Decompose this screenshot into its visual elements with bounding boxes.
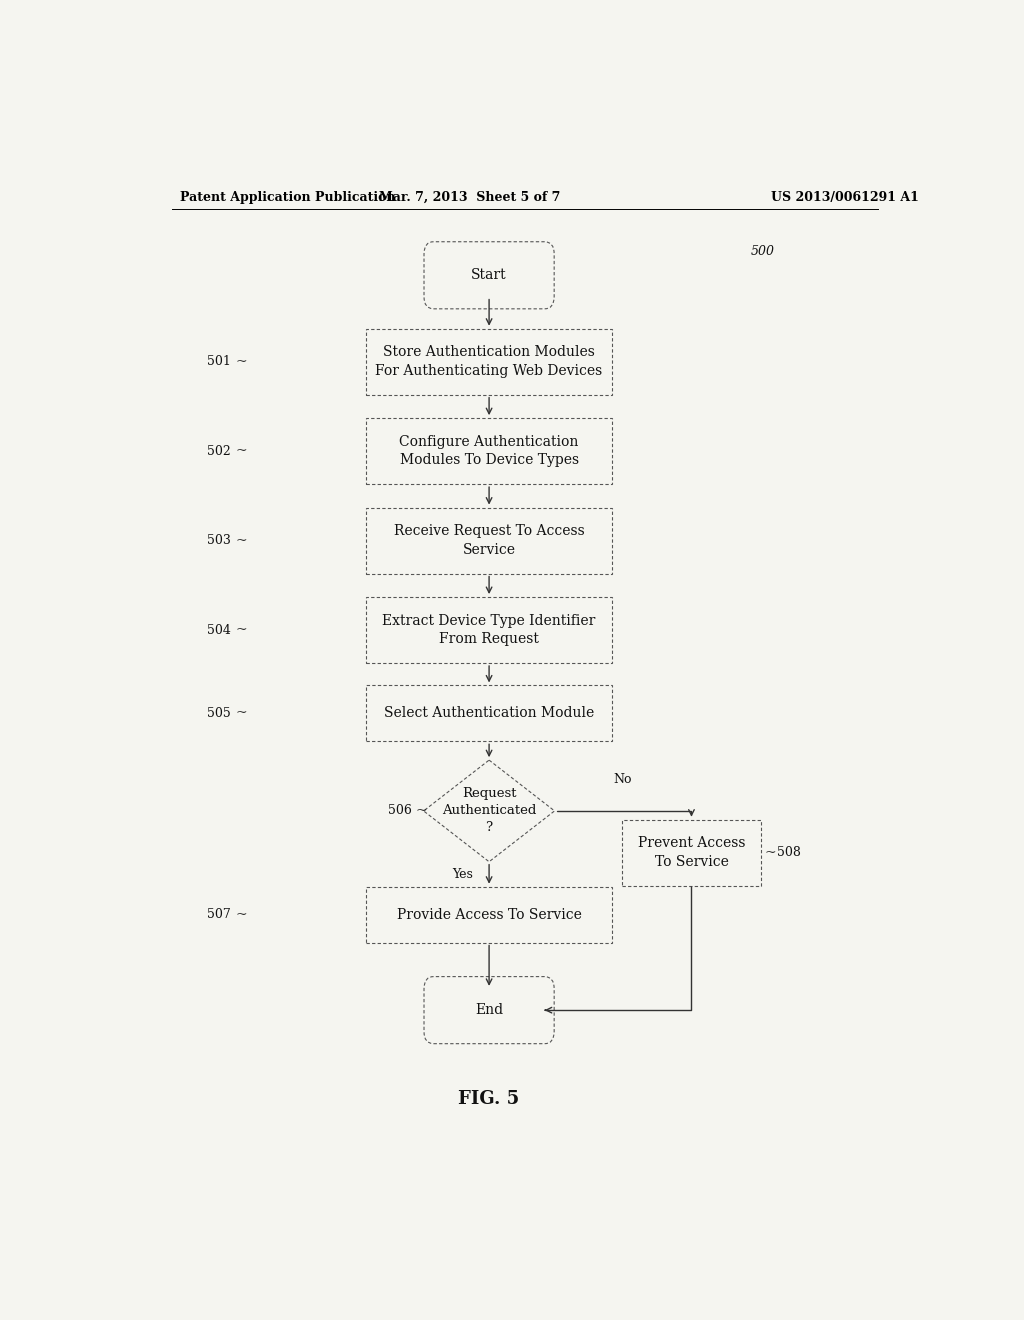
Text: Configure Authentication
Modules To Device Types: Configure Authentication Modules To Devi… (399, 434, 579, 467)
Text: Prevent Access
To Service: Prevent Access To Service (638, 837, 745, 869)
Text: Yes: Yes (453, 867, 473, 880)
Text: 502: 502 (208, 445, 231, 458)
Text: 503: 503 (207, 535, 231, 546)
Bar (367, 597, 612, 663)
Bar (367, 418, 612, 484)
Text: ~: ~ (236, 623, 247, 638)
Text: 506: 506 (388, 804, 412, 817)
Text: 500: 500 (751, 246, 775, 259)
Bar (367, 685, 612, 742)
Text: Provide Access To Service: Provide Access To Service (396, 908, 582, 921)
Bar (367, 329, 612, 395)
Bar (367, 507, 612, 574)
Text: Start: Start (471, 268, 507, 282)
Text: 501: 501 (207, 355, 231, 368)
Text: US 2013/0061291 A1: US 2013/0061291 A1 (771, 190, 919, 203)
Text: ~: ~ (236, 444, 247, 458)
Bar (622, 820, 761, 886)
Text: No: No (613, 772, 632, 785)
Text: Extract Device Type Identifier
From Request: Extract Device Type Identifier From Requ… (382, 614, 596, 647)
Text: End: End (475, 1003, 503, 1018)
Text: ~: ~ (236, 908, 247, 921)
Text: Store Authentication Modules
For Authenticating Web Devices: Store Authentication Modules For Authent… (376, 346, 603, 378)
Text: ~: ~ (416, 804, 427, 818)
Text: Mar. 7, 2013  Sheet 5 of 7: Mar. 7, 2013 Sheet 5 of 7 (379, 190, 560, 203)
Text: FIG. 5: FIG. 5 (459, 1089, 520, 1107)
Text: ~: ~ (236, 533, 247, 548)
Text: ~: ~ (236, 355, 247, 368)
Text: 505: 505 (208, 706, 231, 719)
Text: ~: ~ (236, 706, 247, 721)
Text: ~: ~ (765, 846, 776, 859)
Text: 504: 504 (207, 623, 231, 636)
Text: 507: 507 (208, 908, 231, 921)
Text: Patent Application Publication: Patent Application Publication (179, 190, 395, 203)
Text: Select Authentication Module: Select Authentication Module (384, 706, 594, 721)
Text: Request
Authenticated
?: Request Authenticated ? (442, 788, 537, 834)
Bar (367, 887, 612, 942)
Text: Receive Request To Access
Service: Receive Request To Access Service (393, 524, 585, 557)
Text: 508: 508 (777, 846, 801, 859)
